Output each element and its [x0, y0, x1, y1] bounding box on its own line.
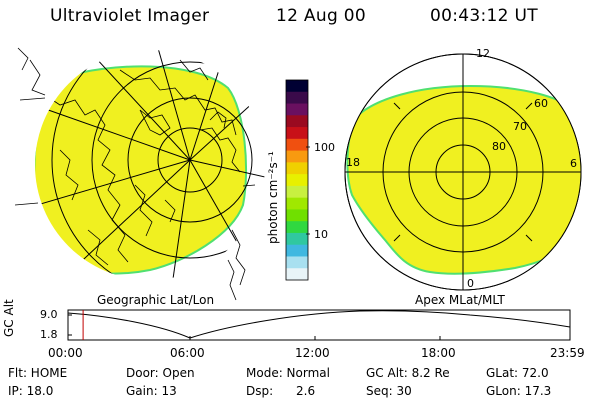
colorbar-unit-label: photon cm⁻²s⁻¹ — [266, 151, 280, 244]
info-door: Door: Open — [126, 366, 195, 380]
time-tick-0600: 06:00 — [170, 346, 205, 360]
info-seq: Seq: 30 — [366, 384, 412, 398]
time-tick-1800: 18:00 — [421, 346, 456, 360]
colorbar-segment — [286, 138, 308, 152]
instrument-title: Ultraviolet Imager — [50, 6, 210, 26]
altitude-ytick-9: 9.0 — [40, 308, 58, 321]
colorbar-segment — [286, 127, 308, 140]
info-dsp-label: Dsp: — [246, 384, 274, 398]
colorbar-segment — [286, 256, 308, 269]
info-flt: Flt: HOME — [8, 366, 68, 380]
colorbar-segment — [286, 91, 308, 105]
info-glat: GLat: 72.0 — [486, 366, 549, 380]
date-label: 12 Aug 00 — [276, 6, 366, 26]
time-label: 00:43:12 UT — [430, 6, 538, 26]
color-scale-bar — [286, 80, 308, 281]
colorbar-segment — [286, 209, 308, 222]
colorbar-segment — [286, 232, 308, 246]
left-auroral-image — [35, 65, 247, 275]
info-dsp-value: 2.6 — [296, 384, 316, 398]
apex-polar-image — [344, 53, 582, 291]
mlt-label-12: 12 — [476, 47, 490, 60]
altitude-plot — [67, 309, 571, 341]
altitude-curve — [67, 310, 571, 339]
colorbar-segment — [286, 221, 308, 234]
geographic-image — [14, 47, 265, 301]
mlt-label-18: 18 — [346, 156, 360, 169]
colorbar-segment — [286, 150, 308, 163]
info-ip: IP: 18.0 — [8, 384, 54, 398]
mlat-label-70: 70 — [513, 120, 527, 133]
colorbar-segment — [286, 115, 308, 128]
colorbar-tick-100: 100 — [314, 141, 335, 154]
altitude-ytick-1.8: 1.8 — [40, 328, 58, 341]
time-tick-2359: 23:59 — [550, 346, 585, 360]
info-glon: GLon: 17.3 — [486, 384, 552, 398]
time-tick-1200: 12:00 — [295, 346, 330, 360]
colorbar-tick-10: 10 — [314, 228, 328, 241]
right-auroral-image — [346, 84, 581, 275]
colorbar-segment — [286, 268, 308, 281]
geographic-caption: Geographic Lat/Lon — [97, 293, 215, 307]
colorbar-segment — [286, 197, 308, 210]
mlt-label-0: 0 — [467, 277, 474, 290]
info-mode: Mode: Normal — [246, 366, 330, 380]
colorbar-segment — [286, 244, 308, 257]
mlat-label-80: 80 — [492, 140, 506, 153]
mlat-label-60: 60 — [534, 97, 548, 110]
info-gc-alt: GC Alt: 8.2 Re — [366, 366, 450, 380]
altitude-ylabel: GC Alt — [2, 299, 16, 337]
colorbar-segment — [286, 80, 308, 93]
time-tick-0000: 00:00 — [48, 346, 83, 360]
colorbar-segment — [286, 162, 308, 175]
apex-caption: Apex MLat/MLT — [415, 293, 505, 307]
colorbar-segment — [286, 185, 308, 199]
colorbar-segment — [286, 103, 308, 116]
info-gain: Gain: 13 — [126, 384, 177, 398]
mlt-label-6: 6 — [570, 157, 577, 170]
colorbar-segment — [286, 174, 308, 187]
